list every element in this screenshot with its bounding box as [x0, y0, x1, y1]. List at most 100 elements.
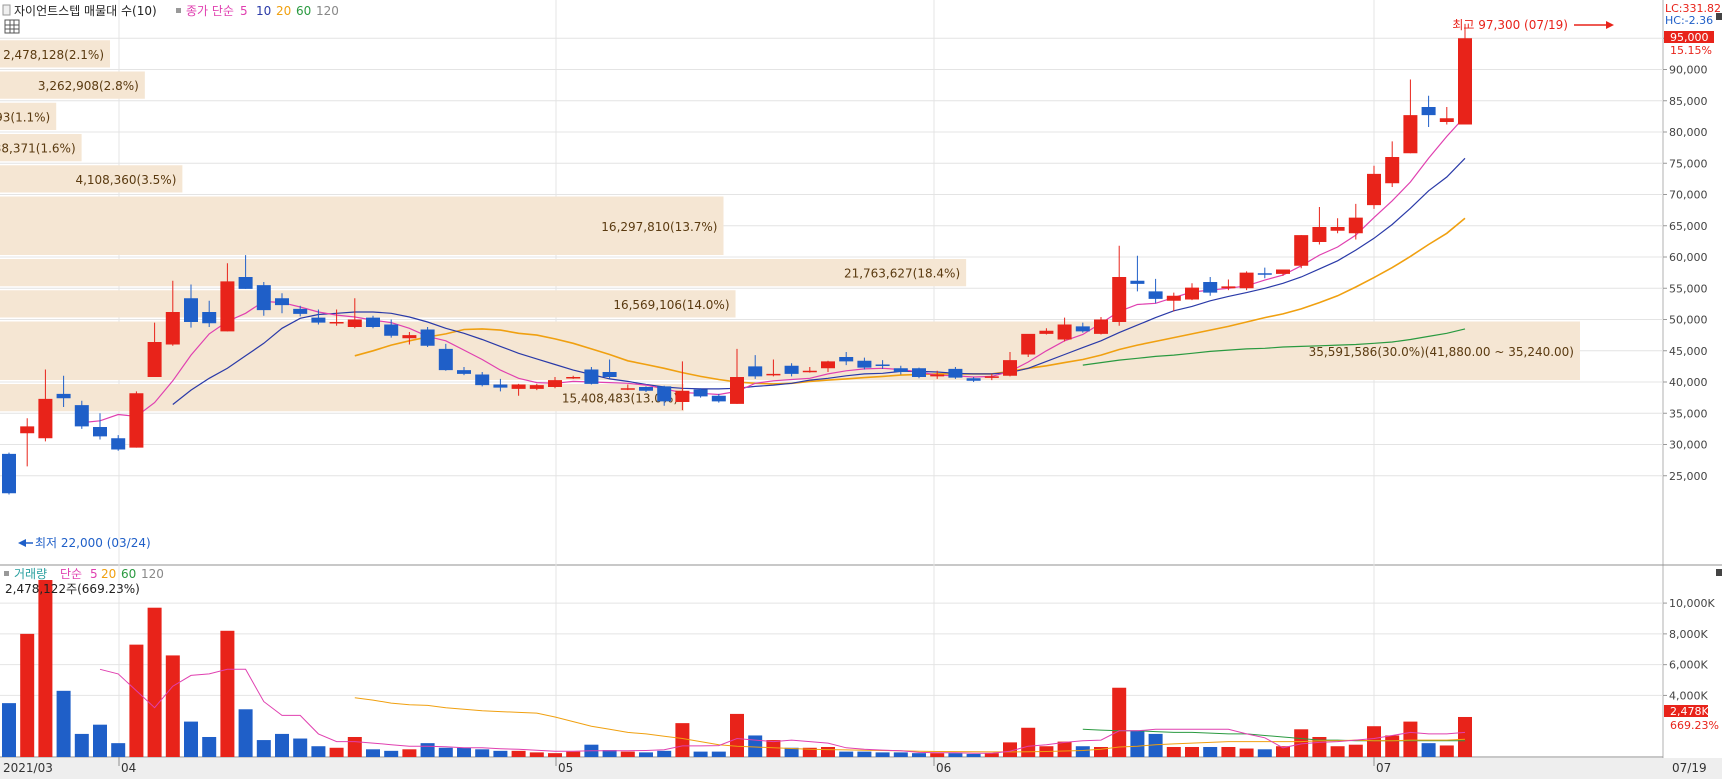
current-price-value: 95,000	[1670, 31, 1709, 44]
legend-handle[interactable]	[176, 8, 181, 13]
candle-body	[1221, 286, 1236, 289]
volume-bar	[529, 752, 544, 757]
candle-body	[1367, 173, 1381, 206]
candle-body	[566, 377, 581, 379]
candle	[74, 400, 89, 429]
volume-bar	[1239, 748, 1254, 757]
volume-bar	[1075, 746, 1090, 757]
candle	[329, 309, 344, 326]
chart-title[interactable]: 자이언트스텝 매물대 수(10)	[14, 4, 157, 18]
candle	[420, 327, 435, 347]
candle-body	[111, 438, 126, 450]
panel-collapse-button[interactable]	[1716, 13, 1722, 20]
candle-body	[402, 335, 417, 339]
volume-bar	[457, 747, 471, 757]
panel-handle[interactable]	[2, 4, 11, 16]
volume-tick-label: 4,000K	[1669, 689, 1708, 702]
volume-bar	[1130, 730, 1145, 757]
candle	[912, 367, 926, 379]
volume-legend-ma20: 20	[101, 567, 116, 581]
candle-body	[329, 322, 344, 324]
candle	[657, 385, 672, 406]
volume-bar	[657, 750, 672, 757]
candle-body	[602, 372, 617, 377]
candle-body	[147, 342, 162, 377]
candle-body	[511, 384, 526, 389]
candle-body	[475, 374, 490, 386]
candle-body	[457, 370, 471, 374]
volume-profile-label: 16,297,810(13.7%)	[601, 220, 717, 234]
candle	[821, 360, 835, 372]
volume-tick-label: 8,000K	[1669, 628, 1708, 641]
candle-body	[1148, 291, 1163, 299]
volume-profile-label: 16,569,106(14.0%)	[613, 298, 729, 312]
candle-body	[839, 357, 854, 362]
volume-bar	[111, 743, 126, 757]
candle	[730, 348, 744, 404]
candle	[566, 375, 581, 379]
volume-bar	[220, 630, 235, 757]
volume-bar	[748, 735, 763, 757]
volume-bar	[1458, 716, 1472, 757]
lc-label: LC:331.82	[1665, 2, 1721, 15]
candle-body	[1075, 326, 1090, 332]
panel-collapse-button-volume[interactable]	[1716, 569, 1722, 576]
volume-bar	[275, 733, 289, 757]
candle	[1166, 292, 1181, 312]
volume-bar	[1257, 749, 1272, 757]
candle-body	[1257, 273, 1272, 275]
candle-body	[1458, 38, 1472, 125]
legend-ma-prefix: 종가 단순	[186, 4, 234, 18]
candle-body	[1348, 217, 1363, 234]
price-tick-label: 90,000	[1669, 64, 1708, 77]
candle	[1112, 245, 1127, 326]
candle	[984, 373, 999, 381]
candle	[1221, 279, 1236, 291]
candle-body	[639, 387, 653, 391]
volume-bar	[74, 733, 89, 757]
candle	[438, 343, 453, 371]
current-volume-value: 2,478K	[1670, 705, 1709, 718]
volume-bar	[38, 580, 53, 757]
volume-bar	[639, 752, 653, 757]
x-label-04: 04	[121, 761, 136, 775]
candle-body	[1021, 333, 1036, 355]
candle-body	[784, 365, 799, 374]
volume-bar	[1348, 744, 1363, 757]
volume-tick-label: 10,000K	[1669, 597, 1715, 610]
candle	[457, 367, 471, 376]
candle-body	[584, 369, 599, 384]
volume-bar	[420, 743, 435, 757]
price-tick-label: 45,000	[1669, 345, 1708, 358]
table-toggle-icon[interactable]	[4, 19, 20, 34]
volume-bar	[548, 753, 562, 757]
candle	[1239, 271, 1254, 291]
candle-body	[730, 377, 744, 404]
volume-bar	[784, 747, 799, 757]
candle-body	[165, 312, 180, 345]
x-label-2021-03: 2021/03	[3, 761, 53, 775]
candle-body	[748, 366, 763, 377]
candle	[1021, 333, 1036, 357]
price-tick-label: 25,000	[1669, 470, 1708, 483]
volume-bar	[693, 751, 708, 757]
volume-legend-handle[interactable]	[4, 571, 9, 576]
volume-bar	[711, 751, 726, 757]
volume-bar	[129, 644, 144, 757]
candle	[857, 357, 872, 370]
volume-legend-simple: 단순	[60, 567, 82, 581]
volume-bar	[802, 747, 817, 757]
candle-body	[1276, 269, 1290, 274]
volume-bar	[620, 751, 635, 757]
candle	[147, 322, 162, 377]
x-label-06: 06	[936, 761, 951, 775]
volume-bar	[1385, 735, 1400, 757]
current-volume-ratio: 669.23%	[1670, 719, 1719, 732]
candle	[275, 293, 289, 314]
candle	[784, 363, 799, 377]
candle	[839, 352, 854, 366]
volume-bar	[311, 746, 326, 757]
volume-bar	[238, 709, 253, 757]
candle-body	[293, 308, 308, 314]
